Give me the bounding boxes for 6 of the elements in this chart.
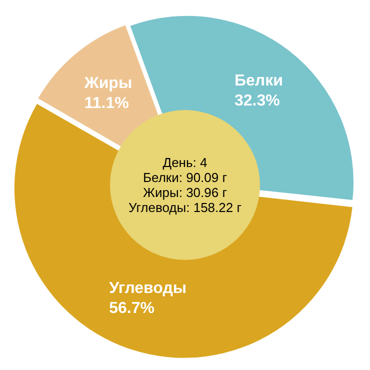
slice-label: Белки [234, 72, 283, 90]
slice-label: Углеводы [109, 280, 187, 297]
data-label: 56.7% [109, 300, 154, 317]
slice-label: Жиры [83, 74, 132, 92]
data-label: 32.3% [234, 92, 280, 110]
data-label: 11.1% [84, 94, 129, 112]
